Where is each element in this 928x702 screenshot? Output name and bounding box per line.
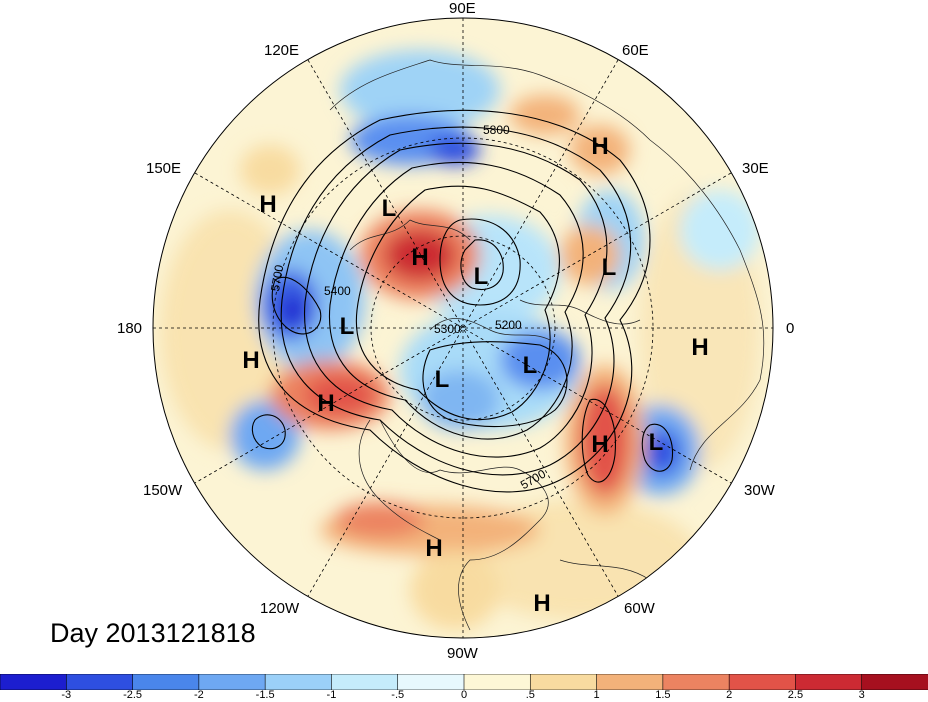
height-contours <box>251 109 674 493</box>
lon-label-60w: 60W <box>624 600 655 617</box>
colorbar-swatch <box>264 674 333 690</box>
colorbar-swatch <box>65 674 134 690</box>
colorbar-tick-label: -1 <box>326 689 337 701</box>
colorbar-swatch <box>463 674 532 690</box>
colorbar-tick-label: 1 <box>593 689 600 701</box>
colorbar-swatch <box>795 674 863 690</box>
colorbar <box>0 674 928 690</box>
high-pressure-marker: H <box>591 431 609 458</box>
low-pressure-marker: L <box>648 429 664 456</box>
colorbar-swatch <box>529 674 598 690</box>
colorbar-tick-label: .5 <box>525 689 535 701</box>
colorbar-swatch <box>397 674 465 690</box>
colorbar-swatch <box>0 674 68 690</box>
high-pressure-marker: H <box>242 347 260 374</box>
colorbar-tick-label: -.5 <box>391 689 405 701</box>
day-label: Day 2013121818 <box>50 618 256 648</box>
colorbar-tick-label: 3 <box>858 689 865 701</box>
lon-label-30e: 30E <box>742 160 769 177</box>
colorbar-tick-label: 2.5 <box>787 689 804 701</box>
high-pressure-marker: H <box>591 133 609 160</box>
colorbar-tick-label: -1.5 <box>255 689 275 701</box>
colorbar-swatch <box>132 674 200 690</box>
lon-label-90w: 90W <box>447 645 478 662</box>
contour-label: 5300 <box>434 322 461 336</box>
low-pressure-marker: L <box>522 352 538 379</box>
lon-label-0: 0 <box>786 320 795 337</box>
colorbar-tick-label: 2 <box>726 689 733 701</box>
lon-label-90e: 90E <box>449 0 476 17</box>
low-pressure-marker: L <box>434 366 450 393</box>
map-boundary <box>152 17 774 639</box>
colorbar-tick-label: -2.5 <box>123 689 143 701</box>
low-pressure-marker: L <box>381 195 397 222</box>
high-pressure-marker: H <box>259 191 277 218</box>
lon-label-150w: 150W <box>143 482 183 499</box>
contour-label: 5400 <box>324 284 351 298</box>
lon-label-150e: 150E <box>146 160 182 177</box>
lon-label-120e: 120E <box>264 42 300 59</box>
colorbar-swatch <box>331 674 399 690</box>
lon-label-30w: 30W <box>744 482 775 499</box>
high-pressure-marker: H <box>425 535 443 562</box>
high-pressure-marker: H <box>411 244 429 271</box>
low-pressure-marker: L <box>339 313 355 340</box>
lon-label-120w: 120W <box>260 600 300 617</box>
colorbar-tick-label: -3 <box>61 689 72 701</box>
colorbar-swatch <box>198 674 266 690</box>
colorbar-tick-label: 1.5 <box>655 689 671 701</box>
high-pressure-marker: H <box>691 334 709 361</box>
graticule <box>153 18 773 638</box>
lon-label-60e: 60E <box>622 42 649 59</box>
contour-label: 5200 <box>495 318 522 332</box>
colorbar-tick-label: -2 <box>193 689 204 701</box>
colorbar-tick-label: 0 <box>460 689 468 701</box>
high-pressure-marker: H <box>533 590 551 617</box>
colorbar-swatch <box>861 674 928 690</box>
high-pressure-marker: H <box>317 390 335 417</box>
contour-label: 5800 <box>483 123 510 137</box>
colorbar-swatch <box>596 674 664 690</box>
lon-label-180: 180 <box>117 320 143 337</box>
low-pressure-marker: L <box>473 263 489 290</box>
low-pressure-marker: L <box>601 254 617 281</box>
colorbar-swatch <box>728 674 797 690</box>
colorbar-swatch <box>662 674 730 690</box>
